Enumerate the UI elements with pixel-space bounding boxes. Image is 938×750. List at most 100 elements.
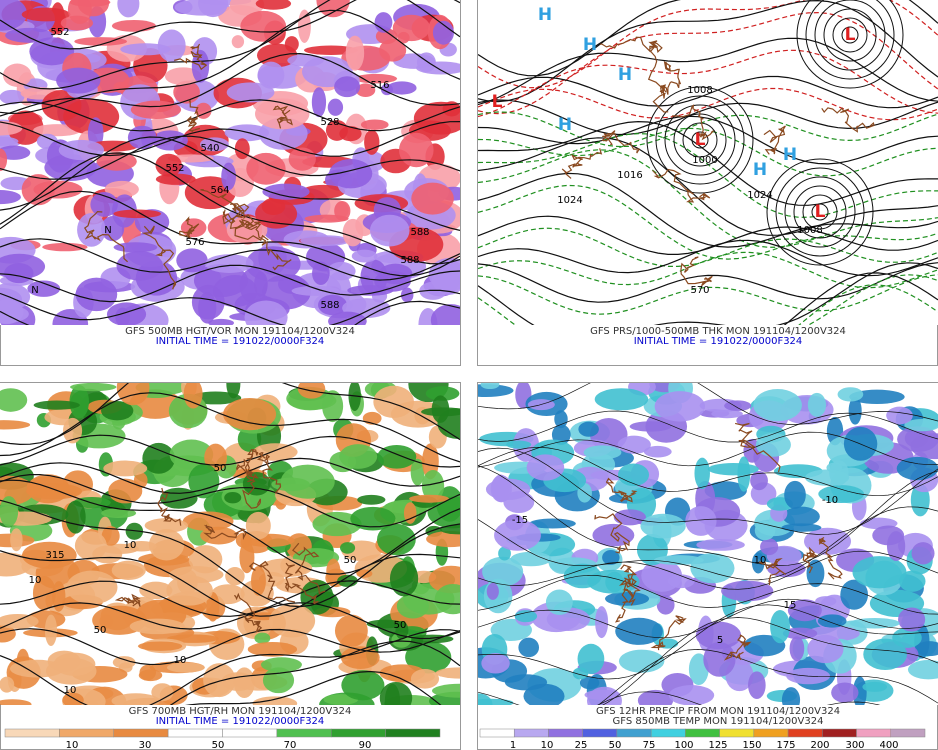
colorbar-label: 10 — [541, 740, 554, 750]
shading — [837, 387, 864, 402]
shading — [245, 511, 271, 540]
shading — [41, 89, 82, 121]
shading — [254, 271, 268, 297]
caption: GFS 500MB HGT/VOR MON 191104/1200V324 — [125, 326, 355, 337]
caption: GFS 700MB HGT/RH MON 191104/1200V324 — [129, 706, 352, 717]
thickness-contour — [478, 11, 938, 115]
shading — [120, 43, 171, 56]
shading — [405, 641, 452, 674]
shading — [387, 81, 417, 95]
contour — [0, 474, 460, 528]
shading — [33, 400, 80, 410]
coastline — [186, 99, 200, 133]
colorbar-label: 125 — [708, 740, 727, 750]
shading — [262, 183, 310, 200]
coastline — [203, 524, 247, 541]
shading — [640, 513, 686, 539]
contour — [0, 0, 460, 50]
shading — [0, 148, 8, 172]
shading — [695, 621, 742, 650]
shading — [188, 463, 220, 499]
coastline — [821, 107, 875, 133]
shading — [376, 523, 416, 556]
shading — [411, 182, 454, 215]
shading — [753, 389, 802, 422]
shading — [65, 500, 86, 534]
low-contour — [841, 26, 859, 44]
contour — [0, 550, 460, 617]
low-contour — [691, 131, 709, 149]
shading — [87, 117, 104, 149]
coastline — [605, 477, 638, 503]
shading — [157, 29, 186, 62]
shading — [703, 641, 736, 677]
shading — [357, 494, 386, 505]
contour — [597, 649, 938, 705]
shading — [0, 89, 25, 105]
low-contour — [655, 95, 745, 185]
contour — [478, 506, 938, 581]
low-contour — [784, 176, 856, 248]
shading — [139, 581, 173, 600]
coastline — [650, 615, 687, 651]
contour — [0, 300, 460, 325]
map — [478, 0, 938, 325]
shading — [0, 613, 39, 629]
shading — [300, 235, 351, 247]
shading — [223, 397, 277, 431]
shading — [0, 136, 19, 146]
contour — [0, 264, 460, 303]
shading — [434, 584, 460, 615]
shading — [29, 37, 75, 66]
shading — [707, 462, 759, 476]
coastline — [672, 104, 714, 141]
shading — [432, 683, 460, 698]
shading — [116, 383, 150, 406]
low-contour — [823, 8, 877, 62]
coastline — [174, 43, 208, 71]
colorbar-label: 150 — [742, 740, 761, 750]
shading — [312, 511, 362, 537]
shading — [21, 7, 71, 22]
colorbar-segment — [822, 728, 857, 738]
contour-label: 1008 — [687, 85, 712, 96]
contour — [0, 136, 460, 231]
map — [478, 383, 938, 705]
shading — [355, 83, 376, 98]
shading — [53, 652, 96, 676]
shading — [10, 659, 65, 678]
shading — [643, 445, 672, 458]
shading — [166, 662, 205, 673]
contour-label: 50 — [214, 463, 227, 474]
contour-label: 540 — [200, 143, 219, 154]
shading — [139, 664, 156, 681]
contour-label: 576 — [185, 237, 204, 248]
map — [0, 0, 460, 325]
shading — [432, 20, 454, 45]
contour — [0, 392, 460, 463]
shading — [760, 538, 779, 556]
coastline — [723, 634, 752, 661]
contour-label: 10 — [124, 540, 137, 551]
shading — [191, 49, 210, 83]
shading — [751, 552, 765, 574]
shading — [111, 19, 157, 32]
shading — [840, 579, 869, 610]
contour — [184, 670, 442, 705]
shading — [862, 681, 888, 692]
contour — [478, 75, 938, 109]
colorbar-label: 30 — [139, 740, 152, 750]
contour-label: 516 — [370, 80, 389, 91]
contour — [0, 580, 460, 617]
shading — [514, 610, 538, 623]
shading — [373, 385, 415, 418]
coastline — [601, 130, 641, 154]
shading — [111, 693, 161, 705]
shading — [618, 649, 665, 673]
shading — [592, 523, 635, 547]
shading — [781, 687, 801, 705]
shading — [430, 304, 460, 325]
colorbar-label: 10 — [66, 740, 79, 750]
shading — [392, 14, 431, 42]
contour-label: H — [618, 65, 632, 85]
